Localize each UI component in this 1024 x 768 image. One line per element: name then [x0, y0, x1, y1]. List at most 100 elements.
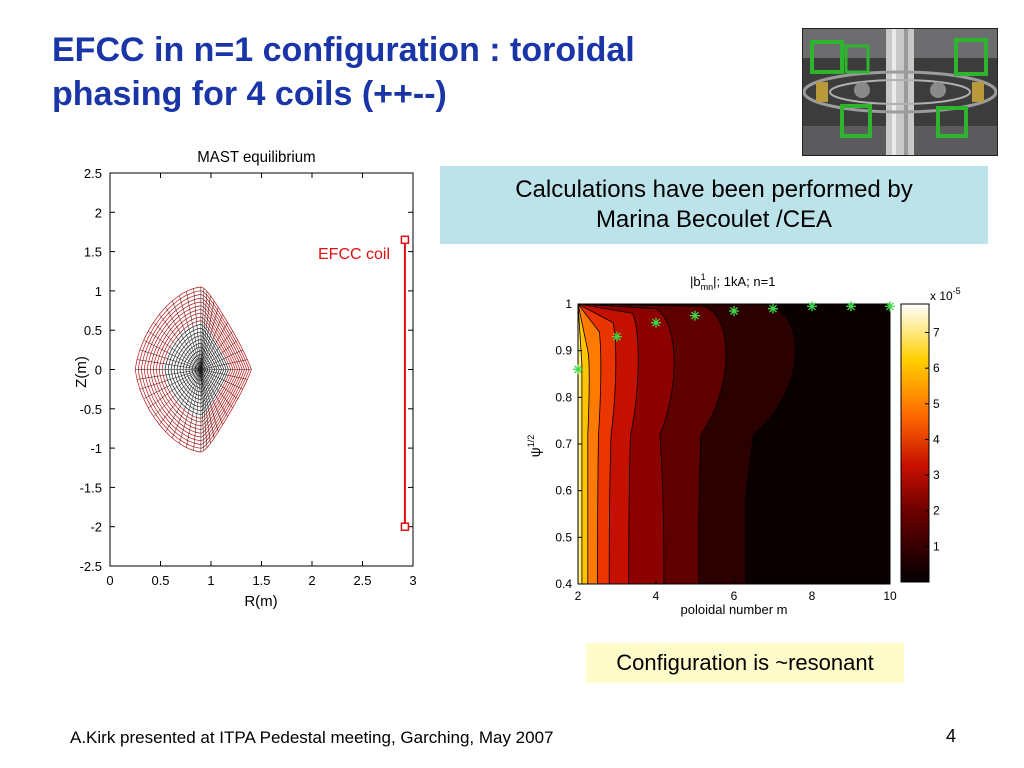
heatmap-field	[578, 304, 890, 584]
colorbar-tick-group: 7 6 5 4 3 2 1	[925, 326, 940, 553]
poloidal-ray	[137, 369, 201, 380]
title-line-2: phasing for 4 coils (++--)	[52, 75, 447, 114]
y-tick-label: 0.5	[84, 323, 102, 338]
resonant-point-star	[807, 301, 817, 312]
resonance-note-box: Configuration is ~resonant	[586, 643, 904, 683]
resonant-point-star	[768, 303, 778, 314]
x-tick-label: 10	[883, 589, 897, 603]
x-tick-label: 4	[653, 589, 660, 603]
x-axis-label: R(m)	[244, 593, 277, 610]
colorbar-tick-label: 1	[933, 539, 940, 553]
poloidal-ray	[200, 369, 223, 425]
page-number: 4	[946, 726, 957, 746]
y-tick-label: 0.4	[555, 577, 572, 591]
poloidal-ray	[200, 369, 215, 439]
efcc-coil-label: EFCC coil	[318, 246, 390, 263]
y-tick-label: 0.9	[555, 344, 572, 358]
tokamak-vessel-photo-icon	[802, 28, 998, 156]
poloidal-ray	[153, 369, 202, 417]
y-tick-label: 1.5	[84, 245, 102, 260]
y-tick-group: 2.5 2 1.5 1 0.5 0 -0.5 -1 -1.5 -2 -2.5	[80, 166, 413, 574]
resonant-point-star	[885, 301, 895, 312]
y-tick-label: 1	[565, 297, 572, 311]
y-tick-label: 1	[95, 284, 102, 299]
slide-footer: A.Kirk presented at ITPA Pedestal meetin…	[70, 728, 554, 747]
y-axis-label-group: ψ1/2	[526, 435, 543, 458]
poloidal-ray	[200, 369, 248, 380]
poloidal-ray	[200, 300, 215, 370]
title-base: |b	[690, 274, 701, 289]
efcc-coil-group	[400, 235, 410, 531]
poloidal-ray	[193, 369, 202, 451]
poloidal-ray	[165, 369, 202, 432]
poloidal-ray	[139, 349, 201, 370]
poloidal-ray	[186, 369, 202, 448]
y-tick-label: 0.7	[555, 437, 572, 451]
x-tick-label: 2.5	[353, 573, 371, 588]
title-rest: |; 1kA; n=1	[713, 274, 775, 289]
colorbar-tick-label: 6	[933, 361, 940, 375]
poloidal-ray	[200, 369, 208, 448]
colorbar-tick-label: 2	[933, 504, 940, 518]
poloidal-ray	[200, 340, 238, 370]
colorbar	[900, 303, 930, 583]
poloidal-ray	[143, 369, 202, 399]
poloidal-ray	[200, 330, 233, 370]
resonant-point-star	[612, 331, 622, 342]
poloidal-ray	[200, 307, 219, 370]
x-axis-label: poloidal number m	[681, 602, 788, 617]
heatmap-title: |b1 mn|; 1kA; n=1	[690, 272, 775, 292]
x-tick-label: 2	[308, 573, 315, 588]
callout-line-2: Marina Becoulet /CEA	[595, 206, 833, 233]
poloidal-ray	[200, 322, 228, 370]
poloidal-ray	[165, 307, 202, 370]
efcc-coil-bottom-marker	[400, 522, 410, 531]
colorbar-exp: -5	[953, 286, 961, 296]
poloidal-ray	[186, 291, 202, 370]
poloidal-ray	[143, 340, 202, 370]
poloidal-ray	[148, 330, 202, 370]
poloidal-ray	[137, 359, 201, 370]
ylabel-base: ψ	[527, 447, 543, 457]
poloidal-ray	[200, 369, 238, 399]
resonant-point-star	[846, 301, 856, 312]
slide-title: EFCC in n=1 configuration : toroidal pha…	[52, 28, 772, 116]
poloidal-ray	[200, 369, 211, 444]
colorbar-scale-label: x 10-5	[930, 286, 961, 303]
title-line-1: EFCC in n=1 configuration : toroidal	[52, 31, 635, 69]
title-sup: 1	[701, 272, 706, 282]
x-tick-label: 0	[106, 573, 113, 588]
y-tick-label: -1	[90, 441, 102, 456]
poloidal-ray	[200, 369, 219, 432]
x-tick-group: 2 4 6 8 10	[575, 580, 897, 603]
poloidal-ray	[200, 349, 243, 370]
chart-title: MAST equilibrium	[197, 149, 315, 167]
poloidal-ray	[200, 369, 243, 390]
resonant-point-star	[690, 310, 700, 321]
ylabel-sup: 1/2	[526, 435, 536, 448]
poloidal-ray	[200, 369, 233, 409]
poloidal-ray	[200, 291, 208, 370]
colorbar-base: x 10	[930, 289, 953, 303]
efcc-coil-top-marker	[400, 235, 410, 245]
y-axis-label: Z(m)	[73, 356, 90, 388]
poloidal-ray	[159, 369, 202, 425]
y-tick-label: -2	[90, 520, 102, 535]
x-tick-label: 8	[809, 589, 816, 603]
poloidal-ray	[148, 369, 202, 409]
poloidal-ray	[172, 369, 202, 439]
resonant-point-star	[729, 306, 739, 316]
poloidal-ray	[179, 369, 202, 444]
resonant-point-star	[651, 317, 661, 328]
poloidal-ray	[200, 314, 223, 370]
poloidal-ray	[179, 295, 202, 370]
poloidal-ray	[200, 369, 228, 417]
y-tick-label: 0.5	[555, 530, 572, 544]
y-tick-label: 0.6	[555, 484, 572, 498]
y-tick-label: -2.5	[80, 559, 102, 574]
x-tick-label: 2	[575, 589, 582, 603]
x-tick-group: 0 0.5 1 1.5 2 2.5 3	[106, 173, 417, 588]
tokamak-vessel-photo	[802, 28, 998, 156]
resonant-point-group	[573, 301, 895, 375]
